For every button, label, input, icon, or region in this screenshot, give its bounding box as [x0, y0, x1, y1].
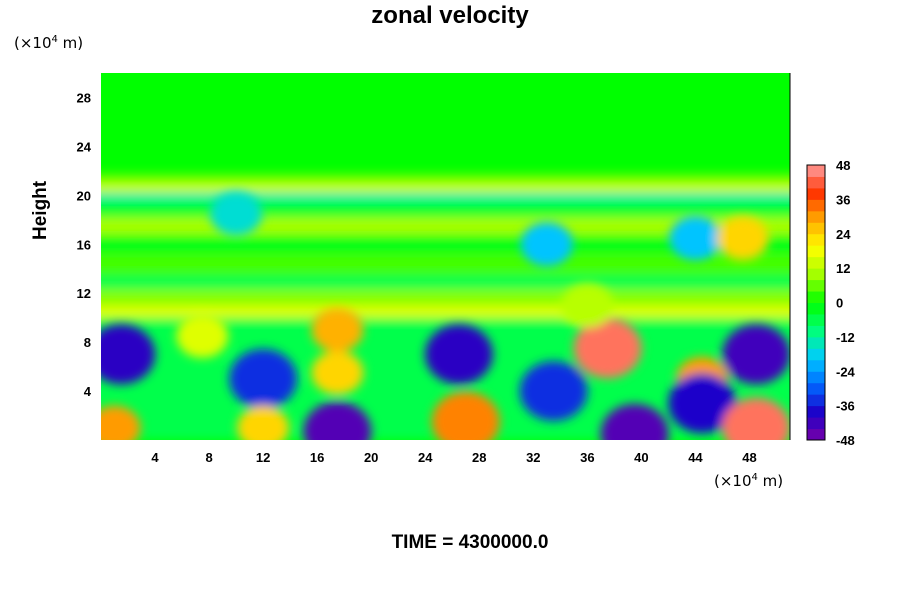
field-band: [101, 305, 790, 318]
x-axis-unit: (×104 m): [714, 472, 784, 490]
field-feature: [668, 373, 737, 434]
colorbar-segment: [807, 302, 825, 315]
field-feature: [237, 405, 290, 440]
colorbar-tick-label: 0: [836, 296, 843, 311]
colorbar-segment: [807, 245, 825, 258]
colorbar-segment: [807, 279, 825, 292]
field-feature: [431, 391, 500, 440]
colorbar-tick-label: 12: [836, 261, 850, 276]
field-band: [101, 183, 790, 193]
colorbar-tick-label: -12: [836, 330, 855, 345]
time-label: TIME = 4300000.0: [391, 532, 549, 553]
colorbar-segment: [807, 233, 825, 246]
colorbar-tick-label: 36: [836, 192, 850, 207]
colorbar-segment: [807, 405, 825, 418]
y-tick-label: 4: [84, 384, 92, 399]
colorbar-segment: [807, 371, 825, 384]
colorbar-segment: [807, 428, 825, 441]
y-tick-label: 16: [77, 237, 91, 252]
field-feature: [311, 350, 364, 395]
colorbar: [806, 164, 826, 441]
x-tick-label: 20: [364, 450, 378, 465]
x-tick-label: 36: [580, 450, 594, 465]
field-feature: [716, 216, 769, 261]
field-feature: [210, 191, 263, 236]
field-band: [101, 234, 790, 255]
x-axis-ticks: 4 8 12 16 20 24 28 32 36 40 44 48: [151, 450, 756, 465]
x-tick-label: 12: [256, 450, 270, 465]
colorbar-segment: [807, 313, 825, 326]
field-feature: [101, 405, 141, 440]
colorbar-tick-label: -24: [836, 364, 856, 379]
field-feature: [669, 216, 722, 261]
colorbar-tick-label: -36: [836, 399, 855, 414]
colorbar-segment: [807, 359, 825, 372]
x-tick-label: 24: [418, 450, 433, 465]
field-band: [101, 173, 790, 184]
colorbar-segment: [807, 336, 825, 349]
field-feature: [519, 361, 588, 422]
colorbar-segment: [807, 165, 825, 177]
colorbar-segment: [807, 325, 825, 338]
field-band: [101, 289, 790, 306]
x-tick-label: 44: [688, 450, 703, 465]
field-feature: [311, 307, 364, 352]
field-feature: [561, 283, 614, 328]
field-band: [101, 217, 790, 235]
colorbar-segment: [807, 382, 825, 395]
y-tick-label: 20: [77, 188, 91, 203]
field-band: [101, 274, 790, 290]
field-feature: [101, 324, 156, 385]
y-tick-label: 12: [77, 286, 91, 301]
x-tick-label: 8: [205, 450, 212, 465]
colorbar-segment: [807, 256, 825, 269]
colorbar-ticks: 48 36 24 12 0 -12 -24 -36 -48: [836, 158, 856, 448]
field-band: [101, 254, 790, 275]
x-tick-label: 48: [742, 450, 756, 465]
y-tick-label: 24: [77, 139, 92, 154]
field-features: [101, 191, 790, 440]
field-bands: [101, 173, 790, 440]
x-tick-label: 16: [310, 450, 324, 465]
y-tick-label: 28: [77, 90, 91, 105]
colorbar-segment: [807, 291, 825, 303]
colorbar-segment: [807, 176, 825, 189]
field-band: [101, 200, 790, 218]
colorbar-segment: [807, 210, 825, 223]
y-tick-label: 8: [84, 335, 91, 350]
colorbar-segment: [807, 348, 825, 361]
colorbar-segment: [807, 268, 825, 281]
y-axis-ticks: 4 8 12 16 20 24 28: [77, 90, 92, 399]
field-feature: [520, 222, 573, 267]
field-feature: [722, 324, 790, 385]
colorbar-tick-label: 48: [836, 158, 850, 173]
y-axis-unit: (×104 m): [14, 34, 84, 52]
colorbar-tick-label: -48: [836, 433, 855, 448]
x-tick-label: 4: [151, 450, 159, 465]
colorbar-segment: [807, 199, 825, 212]
field-feature: [425, 324, 494, 385]
x-tick-label: 40: [634, 450, 648, 465]
field-feature: [600, 403, 669, 440]
velocity-field: [101, 173, 790, 440]
x-tick-label: 32: [526, 450, 540, 465]
field-feature: [176, 314, 229, 359]
colorbar-segment: [807, 222, 825, 235]
x-tick-label: 28: [472, 450, 486, 465]
colorbar-segment: [807, 417, 825, 430]
field-feature: [303, 401, 372, 440]
field-feature: [573, 318, 642, 379]
colorbar-segment: [807, 394, 825, 407]
field-band: [101, 192, 790, 201]
colorbar-segment: [807, 187, 825, 200]
field-feature: [229, 348, 298, 409]
colorbar-border: [806, 164, 826, 441]
field-feature: [722, 397, 790, 440]
chart-title: zonal velocity: [371, 2, 529, 29]
colorbar-tick-label: 24: [836, 227, 851, 242]
